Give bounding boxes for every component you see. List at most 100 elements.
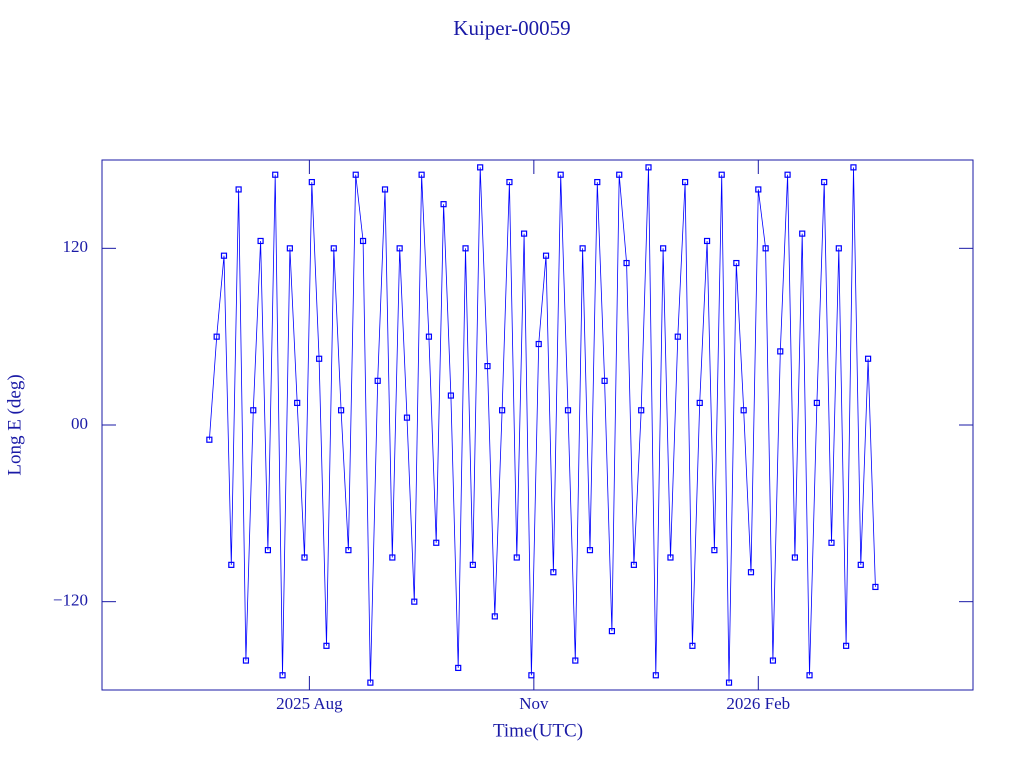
data-point xyxy=(506,178,513,186)
data-point xyxy=(477,164,484,171)
data-point xyxy=(367,679,374,686)
data-point xyxy=(564,407,572,414)
data-point xyxy=(213,333,220,340)
data-point xyxy=(337,407,345,414)
data-point xyxy=(652,672,659,679)
data-point xyxy=(769,657,777,664)
data-point xyxy=(557,171,564,178)
data-point xyxy=(206,436,213,443)
data-point xyxy=(755,186,762,193)
y-axis-title: Long E (deg) xyxy=(4,374,25,475)
data-point xyxy=(308,178,315,186)
data-point xyxy=(608,628,616,635)
data-point xyxy=(403,414,411,421)
data-point xyxy=(645,164,652,171)
data-point xyxy=(872,583,879,591)
data-point xyxy=(535,340,542,348)
data-point xyxy=(389,554,396,561)
data-point xyxy=(711,547,718,554)
data-point xyxy=(381,186,389,193)
data-point xyxy=(425,333,433,340)
data-point xyxy=(813,399,820,407)
data-point xyxy=(696,399,703,407)
data-point xyxy=(242,657,250,664)
data-point xyxy=(857,561,864,568)
data-point xyxy=(396,245,403,252)
data-point xyxy=(601,377,608,384)
data-point xyxy=(821,178,828,186)
data-point xyxy=(411,598,418,605)
data-point xyxy=(791,554,798,561)
data-point xyxy=(301,554,308,561)
data-point xyxy=(747,569,755,576)
data-point xyxy=(660,245,667,252)
data-point xyxy=(762,245,769,252)
data-point xyxy=(850,164,857,171)
data-point xyxy=(359,237,367,245)
data-point xyxy=(682,178,689,186)
data-line xyxy=(209,167,876,683)
data-point xyxy=(528,672,535,679)
data-point xyxy=(330,245,337,252)
data-point xyxy=(550,569,557,576)
y-tick-label: 120 xyxy=(63,237,89,256)
data-point xyxy=(777,348,784,355)
x-axis-title: Time(UTC) xyxy=(493,720,583,741)
data-point xyxy=(630,561,637,568)
data-point xyxy=(725,679,733,686)
data-point xyxy=(843,642,850,649)
data-point xyxy=(374,377,381,384)
data-point xyxy=(513,554,520,561)
data-point xyxy=(667,554,674,561)
x-tick-label: Nov xyxy=(519,694,549,713)
data-point xyxy=(455,664,462,672)
data-point xyxy=(638,407,645,414)
data-point xyxy=(220,252,228,259)
data-point xyxy=(228,561,235,568)
data-point xyxy=(674,333,681,340)
data-point xyxy=(440,201,447,208)
data-point xyxy=(718,171,725,178)
data-point xyxy=(806,672,813,679)
data-point xyxy=(572,657,579,664)
data-point xyxy=(257,237,264,245)
data-point xyxy=(835,245,842,252)
data-point xyxy=(462,245,469,252)
data-point xyxy=(733,259,740,267)
data-point xyxy=(499,407,506,414)
data-point xyxy=(272,171,279,178)
data-point xyxy=(586,547,594,554)
data-point xyxy=(316,355,323,362)
data-point xyxy=(418,171,425,178)
data-point xyxy=(294,399,301,407)
y-tick-label: 00 xyxy=(71,414,88,433)
x-tick-label: 2025 Aug xyxy=(276,694,343,713)
data-point xyxy=(594,178,601,186)
data-point xyxy=(703,237,711,245)
data-point xyxy=(740,407,747,414)
data-point xyxy=(491,613,498,620)
data-point xyxy=(345,547,352,554)
data-point xyxy=(264,547,272,554)
data-point xyxy=(623,259,630,267)
data-point xyxy=(520,230,528,237)
data-point xyxy=(689,642,696,649)
data-point xyxy=(616,171,623,178)
chart-title: Kuiper-00059 xyxy=(453,16,570,40)
data-point xyxy=(784,171,791,178)
data-point xyxy=(469,561,476,568)
data-point xyxy=(447,392,454,399)
data-point xyxy=(279,672,286,679)
data-point xyxy=(484,363,491,370)
data-point xyxy=(433,539,440,546)
data-point xyxy=(579,245,586,252)
data-point xyxy=(235,186,242,193)
x-tick-label: 2026 Feb xyxy=(726,694,790,713)
data-point xyxy=(864,355,872,362)
data-point xyxy=(250,407,257,414)
data-point xyxy=(323,642,330,649)
data-point xyxy=(828,539,835,546)
data-point xyxy=(542,252,550,259)
